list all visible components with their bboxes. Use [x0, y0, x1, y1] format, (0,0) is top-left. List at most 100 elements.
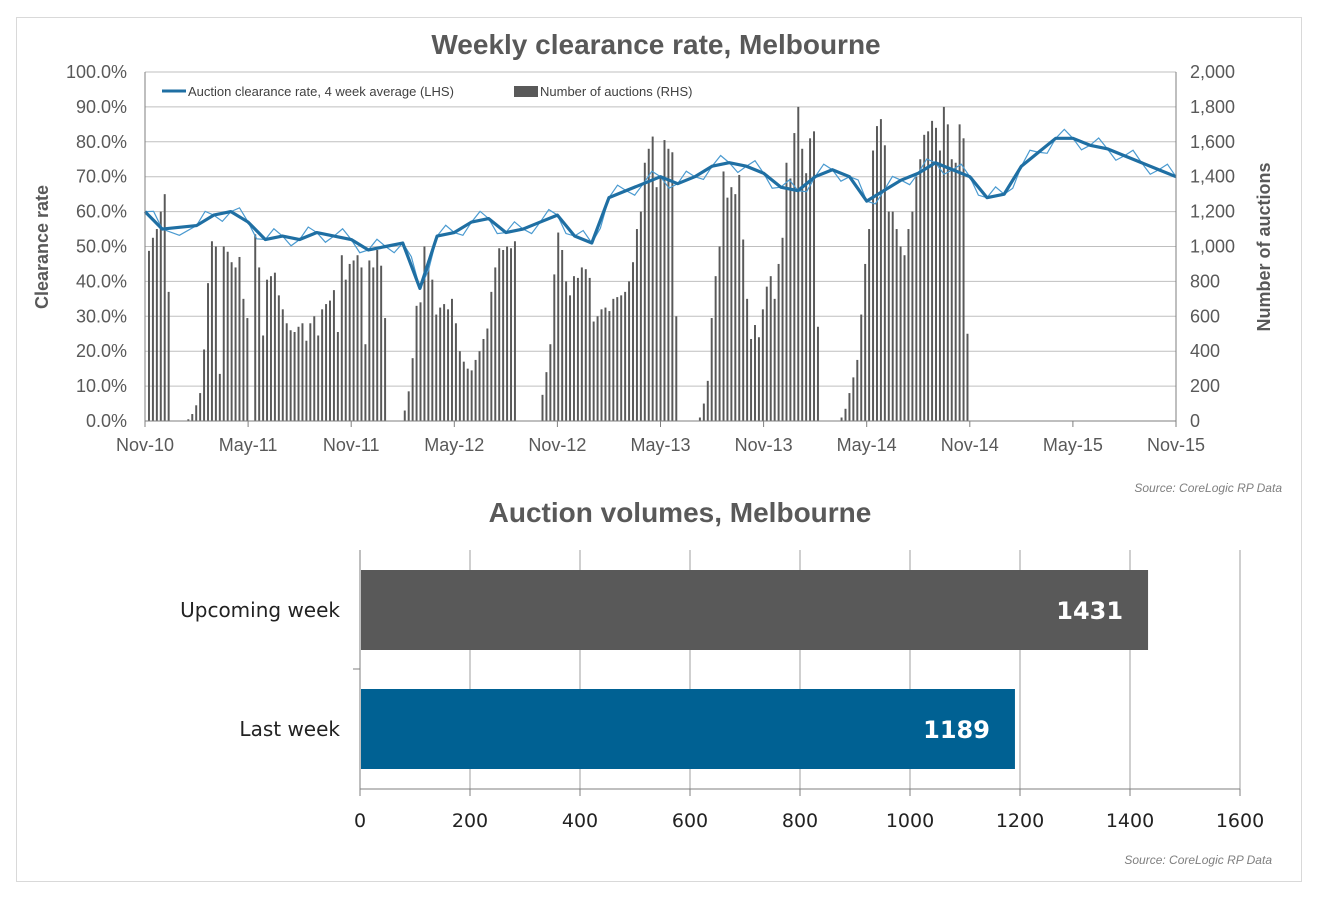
auction-count-bar — [883, 145, 886, 422]
auction-count-bar — [608, 311, 611, 421]
auction-count-bar — [207, 283, 209, 421]
auction-count-bar — [569, 295, 572, 421]
auction-count-bar — [431, 279, 434, 421]
auction-count-bar — [285, 323, 288, 421]
right-tick-label: 1,200 — [1190, 202, 1235, 222]
right-axis-ticks: 0 200 400 600 800 1,000 1,200 1,400 1,600 1,800 2,… — [1190, 62, 1235, 431]
auction-count-bar — [576, 277, 579, 421]
auction-count-bar — [565, 281, 568, 421]
auction-count-bar — [159, 211, 162, 421]
auction-count-bar — [588, 277, 591, 421]
auction-count-bar — [486, 328, 489, 421]
auction-count-bar — [852, 377, 855, 421]
auction-count-bar — [919, 159, 922, 421]
auction-count-bar — [340, 255, 343, 421]
auction-count-bar — [580, 267, 583, 421]
auction-count-bar — [942, 106, 945, 422]
auction-count-bar — [317, 335, 320, 421]
auction-count-bar — [879, 119, 882, 422]
x-tick-label: 200 — [452, 810, 488, 832]
auction-count-bar — [584, 269, 587, 421]
right-tick-label: 2,000 — [1190, 62, 1235, 82]
auction-count-bar — [502, 249, 505, 421]
auction-count-bar — [470, 370, 473, 421]
auction-count-bar — [742, 239, 745, 421]
x-tick-label: May-12 — [424, 435, 484, 455]
auction-count-bar — [868, 229, 871, 421]
auction-count-bar — [364, 344, 367, 421]
top-source-note: Source: CoreLogic RP Data — [1134, 481, 1282, 495]
auction-count-bar — [214, 246, 217, 421]
x-tick-label: 1600 — [1216, 810, 1264, 832]
x-tick-label: May-15 — [1043, 435, 1103, 455]
auction-count-bar — [722, 171, 725, 421]
left-tick-label: 80.0% — [76, 132, 127, 152]
top-chart-title: Weekly clearance rate, Melbourne — [431, 29, 880, 60]
volume-bar — [361, 570, 1149, 650]
left-axis-ticks: 0.0% 10.0% 20.0% 30.0% 40.0% 50.0% 60.0% 70.0% 8… — [66, 62, 127, 431]
auction-count-bar — [734, 194, 737, 421]
auction-count-bar — [746, 298, 749, 421]
auction-count-bar — [218, 373, 221, 421]
legend-bar-swatch — [514, 86, 538, 97]
auction-count-bar — [329, 300, 331, 421]
auction-count-bar — [572, 276, 575, 421]
auction-count-bar — [474, 359, 477, 421]
auction-count-bar — [757, 337, 760, 421]
auction-count-bar — [199, 393, 202, 421]
auction-count-bar — [624, 291, 627, 421]
x-tick-label: Nov-11 — [323, 435, 380, 455]
bottom-x-axis-ticks: 0 200 400 600 800 1000 1200 1400 1600 — [354, 810, 1264, 832]
auction-count-bar — [289, 330, 292, 421]
auction-count-bar — [510, 248, 512, 421]
volume-bar — [361, 689, 1015, 769]
auction-count-bar — [938, 150, 941, 421]
auction-count-bar — [454, 323, 457, 421]
auction-count-bar — [954, 162, 957, 422]
auction-count-bar — [423, 246, 426, 421]
auction-count-bar — [541, 394, 544, 421]
four-week-average-line — [143, 136, 1177, 290]
auction-count-bar — [635, 229, 638, 421]
top-gridlines — [145, 71, 1176, 387]
right-tick-label: 1,400 — [1190, 167, 1235, 187]
auction-count-bar — [451, 298, 453, 421]
right-tick-label: 1,000 — [1190, 237, 1235, 257]
auction-count-bar — [482, 338, 485, 421]
auction-count-bar — [478, 351, 481, 421]
auction-count-bar — [927, 131, 930, 421]
auction-count-bar — [269, 276, 272, 421]
volume-bars: 1431 1189 — [361, 570, 1149, 769]
auction-count-bar — [466, 368, 469, 421]
auction-count-bar — [931, 120, 934, 422]
auction-count-bar — [191, 414, 194, 421]
auction-count-bar — [458, 351, 461, 421]
auction-count-bar — [230, 262, 233, 421]
auction-count-bar — [384, 318, 387, 421]
auction-count-bar — [553, 274, 556, 421]
auction-count-bar — [864, 263, 867, 421]
auction-count-bar — [765, 286, 768, 421]
auction-count-bar — [151, 237, 154, 421]
right-tick-label: 200 — [1190, 376, 1220, 396]
auction-count-bar — [769, 276, 772, 421]
auction-count-bar — [805, 173, 808, 421]
auction-count-bar — [309, 323, 312, 421]
auction-count-bar — [698, 417, 701, 421]
x-tick-label: 1200 — [996, 810, 1044, 832]
auction-count-bar — [262, 335, 265, 421]
bottom-chart-title: Auction volumes, Melbourne — [489, 497, 872, 528]
auction-count-bar — [203, 349, 206, 421]
auction-count-bar — [962, 138, 965, 421]
auction-count-bar — [277, 295, 280, 421]
left-tick-label: 90.0% — [76, 97, 127, 117]
top-axes — [144, 72, 1177, 427]
left-tick-label: 20.0% — [76, 341, 127, 361]
auction-count-bar — [793, 133, 796, 421]
auction-count-bar — [246, 318, 249, 421]
auction-count-bar — [923, 134, 926, 421]
auction-count-bar — [273, 272, 276, 421]
auction-count-bar — [242, 298, 245, 421]
auction-count-bar — [718, 246, 721, 421]
auction-count-bar — [643, 162, 646, 422]
